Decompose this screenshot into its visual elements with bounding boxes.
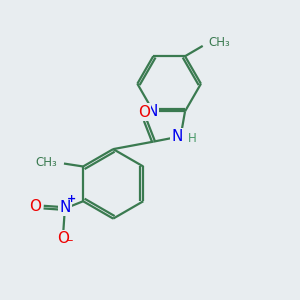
Text: O: O [138, 105, 150, 120]
Text: N: N [171, 129, 183, 144]
Text: O: O [57, 231, 69, 246]
Text: ⁻: ⁻ [67, 237, 73, 250]
Text: O: O [29, 199, 41, 214]
Text: N: N [146, 104, 158, 119]
Text: N: N [59, 200, 70, 214]
Text: CH₃: CH₃ [36, 157, 58, 169]
Text: CH₃: CH₃ [208, 37, 230, 50]
Text: +: + [67, 194, 76, 204]
Text: H: H [188, 132, 196, 145]
